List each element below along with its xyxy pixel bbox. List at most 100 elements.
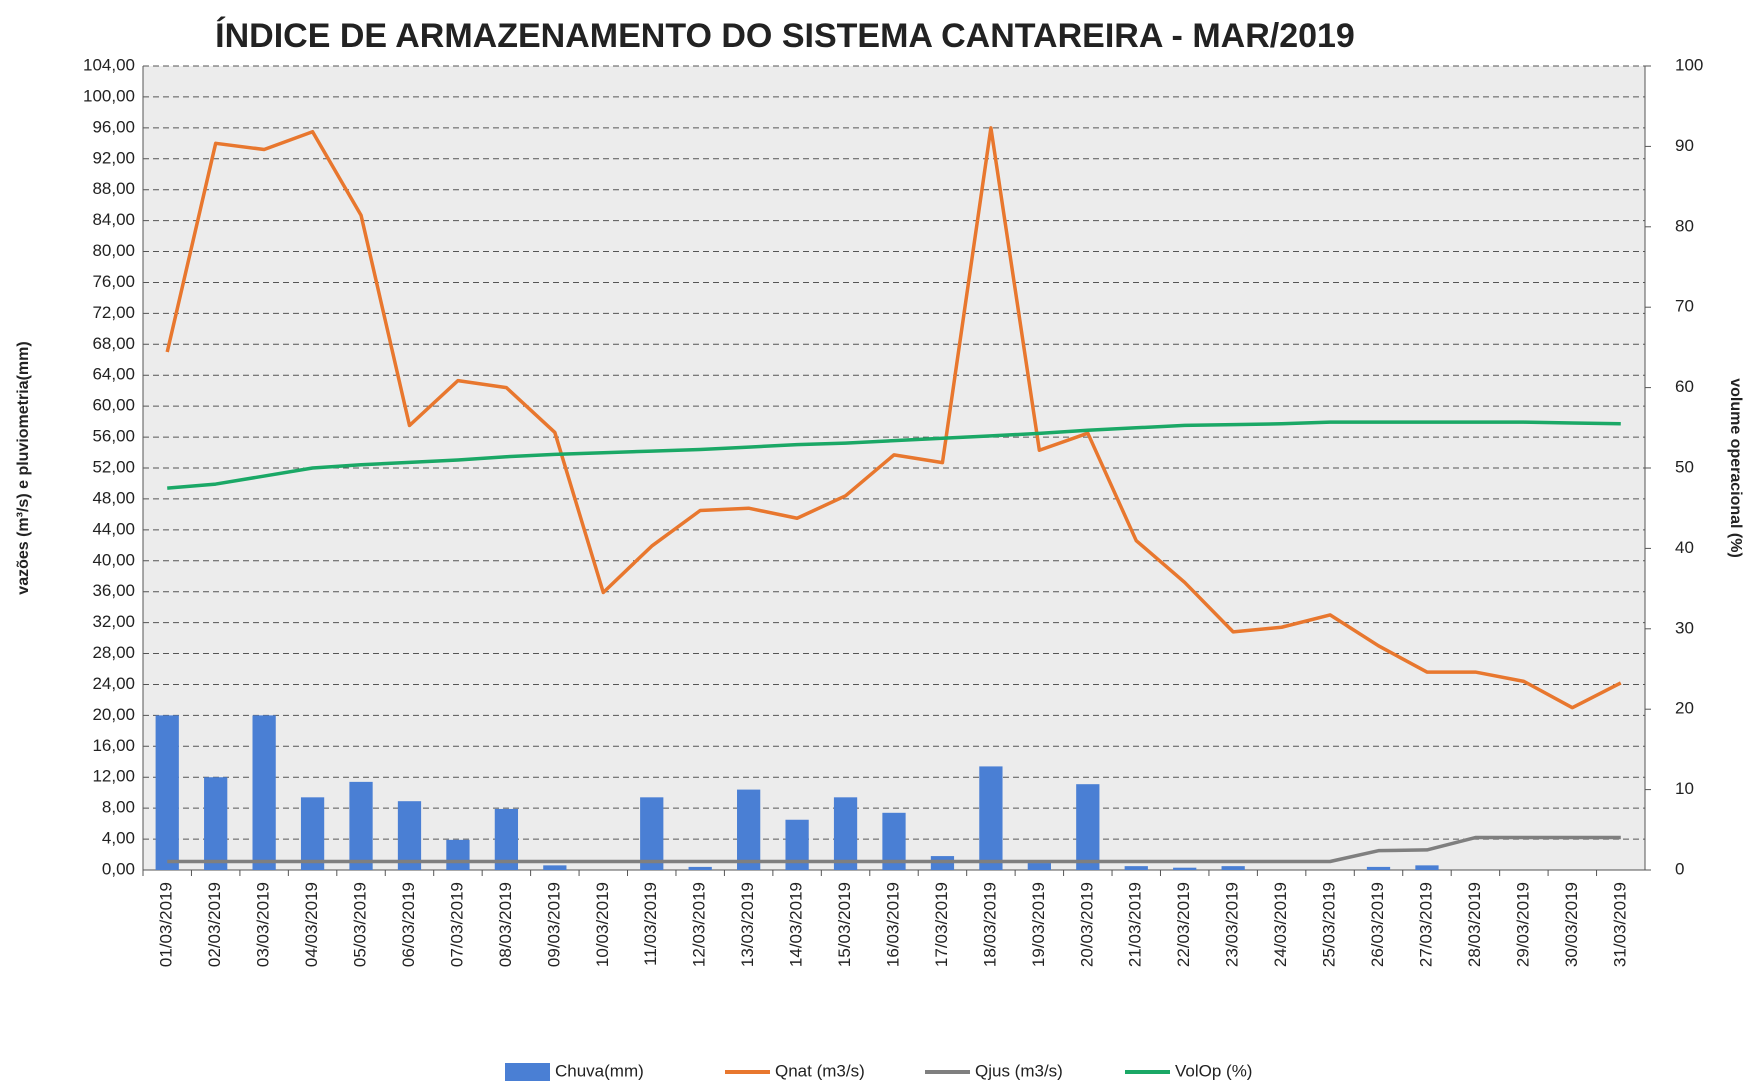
- x-tick-label: 07/03/2019: [447, 882, 466, 967]
- y-tick-label: 80,00: [92, 241, 135, 260]
- bar: [155, 715, 179, 870]
- y2-axis-title: volume operacional (%): [1727, 378, 1744, 558]
- y-tick-label: 76,00: [92, 272, 135, 291]
- x-tick-label: 03/03/2019: [254, 882, 273, 967]
- y2-tick-label: 100: [1675, 55, 1703, 74]
- bar: [543, 865, 567, 870]
- bar: [737, 789, 761, 870]
- bar: [979, 766, 1003, 870]
- bar: [446, 839, 470, 870]
- x-tick-label: 28/03/2019: [1465, 882, 1484, 967]
- y-tick-label: 52,00: [92, 457, 135, 476]
- x-tick-label: 13/03/2019: [738, 882, 757, 967]
- x-tick-label: 14/03/2019: [787, 882, 806, 967]
- chart-title: ÍNDICE DE ARMAZENAMENTO DO SISTEMA CANTA…: [215, 17, 1355, 55]
- bar: [1076, 784, 1100, 870]
- x-tick-label: 09/03/2019: [544, 882, 563, 967]
- x-tick-label: 17/03/2019: [932, 882, 951, 967]
- x-tick-label: 08/03/2019: [496, 882, 515, 967]
- x-tick-label: 25/03/2019: [1320, 882, 1339, 967]
- y-tick-label: 96,00: [92, 117, 135, 136]
- bar: [882, 812, 906, 870]
- x-tick-label: 01/03/2019: [157, 882, 176, 967]
- y2-tick-label: 90: [1675, 136, 1694, 155]
- line: [167, 420, 1621, 490]
- y2-tick-label: 10: [1675, 779, 1694, 798]
- x-tick-label: 19/03/2019: [1029, 882, 1048, 967]
- bar: [1415, 865, 1439, 870]
- y-tick-label: 40,00: [92, 550, 135, 569]
- y-tick-label: 32,00: [92, 612, 135, 631]
- x-tick-label: 21/03/2019: [1126, 882, 1145, 967]
- bar: [1221, 866, 1245, 870]
- x-tick-label: 23/03/2019: [1223, 882, 1242, 967]
- y-tick-label: 36,00: [92, 581, 135, 600]
- line: [167, 835, 1621, 864]
- bar: [300, 797, 325, 870]
- x-tick-label: 20/03/2019: [1077, 882, 1096, 967]
- x-tick-label: 04/03/2019: [302, 882, 321, 967]
- x-tick-label: 02/03/2019: [205, 882, 224, 967]
- bar: [833, 797, 858, 870]
- y2-tick-label: 20: [1675, 699, 1694, 718]
- bar: [640, 797, 664, 870]
- y-tick-label: 28,00: [92, 643, 135, 662]
- y-tick-label: 100,00: [83, 86, 135, 105]
- y-tick-label: 72,00: [92, 303, 135, 322]
- x-tick-label: 16/03/2019: [883, 882, 902, 967]
- x-tick-label: 31/03/2019: [1610, 882, 1629, 967]
- y2-tick-label: 40: [1675, 538, 1694, 557]
- x-tick-label: 06/03/2019: [399, 882, 418, 967]
- y-tick-label: 104,00: [83, 55, 135, 74]
- bar: [349, 781, 373, 870]
- x-tick-label: 15/03/2019: [835, 882, 854, 967]
- x-tick-label: 29/03/2019: [1513, 882, 1532, 967]
- bar: [494, 808, 519, 870]
- y-tick-label: 48,00: [92, 488, 135, 507]
- legend-label: Qjus (m3/s): [975, 1061, 1063, 1080]
- x-tick-label: 26/03/2019: [1368, 882, 1387, 967]
- legend-swatch: [505, 1063, 550, 1081]
- bar: [397, 801, 422, 870]
- y-tick-label: 44,00: [92, 519, 135, 538]
- x-tick-label: 24/03/2019: [1271, 882, 1290, 967]
- y2-tick-label: 80: [1675, 216, 1694, 235]
- y-tick-label: 4,00: [102, 829, 135, 848]
- bar: [1173, 867, 1197, 870]
- x-tick-label: 30/03/2019: [1562, 882, 1581, 967]
- bar: [252, 715, 276, 870]
- y-tick-label: 84,00: [92, 210, 135, 229]
- bar: [785, 819, 809, 870]
- x-tick-label: 18/03/2019: [980, 882, 999, 967]
- bar: [1124, 866, 1148, 870]
- y2-tick-label: 60: [1675, 377, 1694, 396]
- legend-label: Qnat (m3/s): [775, 1061, 865, 1080]
- y-tick-label: 68,00: [92, 334, 135, 353]
- y-axis-title: vazões (m³/s) e pluviometria(mm): [15, 341, 32, 594]
- y-tick-label: 24,00: [92, 674, 135, 693]
- legend-label: VolOp (%): [1175, 1061, 1252, 1080]
- y-tick-label: 12,00: [92, 767, 135, 786]
- y-tick-label: 60,00: [92, 396, 135, 415]
- y2-tick-label: 30: [1675, 618, 1694, 637]
- y-tick-label: 88,00: [92, 179, 135, 198]
- y-tick-label: 56,00: [92, 427, 135, 446]
- bar: [1027, 863, 1051, 870]
- x-tick-label: 10/03/2019: [593, 882, 612, 967]
- x-tick-label: 05/03/2019: [351, 882, 370, 967]
- y-tick-label: 64,00: [92, 365, 135, 384]
- y2-tick-label: 50: [1675, 457, 1694, 476]
- y-tick-label: 0,00: [102, 859, 135, 878]
- bar: [204, 777, 228, 870]
- bar: [1366, 866, 1391, 870]
- y2-tick-label: 70: [1675, 297, 1694, 316]
- line: [165, 126, 1622, 710]
- y-tick-label: 92,00: [92, 148, 135, 167]
- y2-tick-label: 0: [1675, 859, 1684, 878]
- y-tick-label: 16,00: [92, 736, 135, 755]
- x-tick-label: 27/03/2019: [1416, 882, 1435, 967]
- bar: [688, 866, 712, 870]
- y-tick-label: 20,00: [92, 705, 135, 724]
- x-tick-label: 11/03/2019: [641, 882, 660, 966]
